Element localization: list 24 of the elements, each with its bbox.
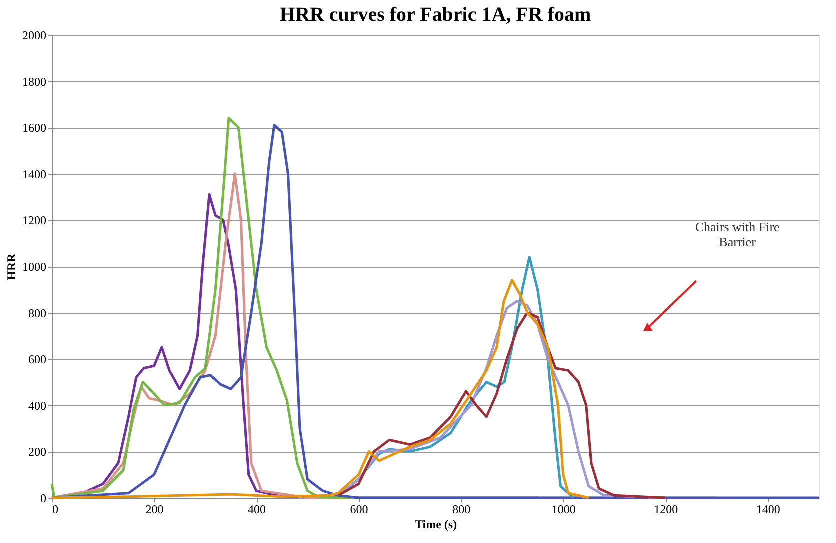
y-tick-label: 2000 — [22, 28, 46, 42]
x-tick-label: 1000 — [552, 502, 576, 516]
x-tick-label: 400 — [248, 502, 266, 516]
y-tick-label: 0 — [40, 492, 46, 506]
x-tick-label: 200 — [146, 502, 164, 516]
y-tick-label: 1800 — [22, 74, 46, 89]
y-tick-label: 400 — [28, 398, 46, 413]
line-series — [50, 279, 590, 500]
x-tick-label: 1400 — [756, 502, 780, 516]
chart-title: HRR curves for Fabric 1A, FR foam — [280, 4, 592, 26]
y-tick-label: 800 — [28, 306, 46, 320]
x-tick-label: 1200 — [654, 502, 678, 516]
y-tick-label: 200 — [28, 445, 46, 460]
x-tick-label: 600 — [350, 502, 368, 516]
x-tick-label: 0 — [52, 502, 58, 516]
y-tick-label: 1000 — [22, 260, 46, 274]
y-tick-label: 1400 — [22, 167, 46, 182]
y-tick-label: 1200 — [22, 214, 46, 228]
x-tick-label: 800 — [452, 502, 471, 516]
y-tick-label: 1600 — [22, 121, 46, 136]
x-axis-title: Time (s) — [414, 518, 458, 532]
y-tick-label: 600 — [28, 352, 46, 367]
y-axis-title: HRR — [4, 253, 18, 280]
annotation: Chairs with Fire Barrier — [695, 220, 780, 250]
